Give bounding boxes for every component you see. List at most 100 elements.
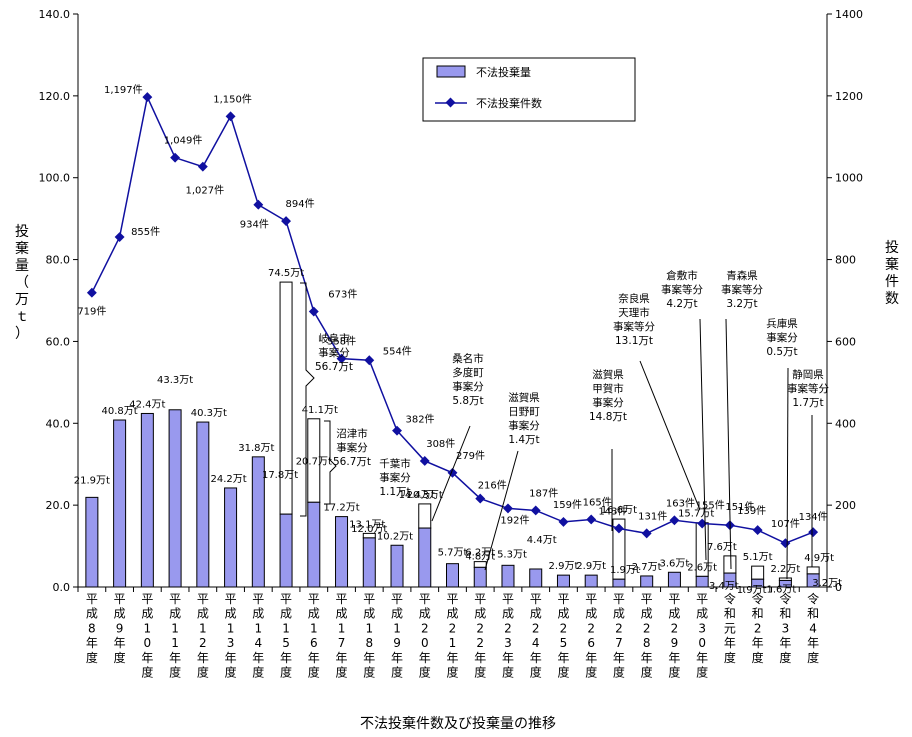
- category-label-char: 年: [779, 636, 791, 650]
- total-value-label: 5.1万t: [743, 552, 773, 563]
- bar-outline: [418, 503, 432, 529]
- y-axis-title-left-char: ）: [15, 326, 29, 342]
- category-label-char: 年: [668, 651, 680, 665]
- annotation-line: 沼津市: [336, 427, 368, 440]
- line-value-label: 558件: [327, 336, 356, 348]
- total-value-label: 20.3万t: [407, 490, 443, 501]
- line-point: [281, 216, 292, 227]
- category-label-char: 2: [643, 621, 651, 635]
- annotation-line: 天理市: [618, 306, 650, 319]
- category-label-char: 年: [613, 651, 625, 665]
- bar-outline: [723, 555, 737, 574]
- category-label-char: 2: [671, 621, 679, 635]
- total-value-label: 6.2万t: [465, 548, 495, 559]
- category-label-char: 平: [141, 592, 153, 606]
- bar-value-label: 3.4万t: [709, 581, 739, 592]
- bar-value-label: 42.4万t: [129, 399, 165, 410]
- category-label-char: 平: [696, 592, 708, 606]
- category-label-char: 2: [476, 621, 484, 635]
- annotation-line: 事案等分: [661, 283, 703, 296]
- category-label-char: 2: [587, 621, 595, 635]
- category-label-char: 2: [504, 621, 512, 635]
- annotation-line: 多度町: [452, 366, 484, 379]
- total-value-label: 2.2万t: [770, 564, 800, 575]
- line-point: [503, 503, 513, 514]
- line-point: [586, 514, 597, 525]
- category-label-char: 成: [114, 607, 126, 621]
- category-label-char: 平: [225, 592, 237, 606]
- category-label-char: 4: [532, 636, 540, 650]
- annotation-connector: [431, 425, 471, 522]
- annotation-line: 5.8万t: [452, 395, 483, 407]
- category-label-char: 成: [363, 607, 375, 621]
- line-value-label: 382件: [405, 414, 434, 426]
- annotation-line: 56.7万t: [333, 456, 371, 468]
- line-point: [86, 287, 97, 298]
- category-label-char: 度: [141, 665, 153, 680]
- category-label-char: 度: [474, 665, 486, 680]
- annotation-line: 青森県: [726, 269, 758, 282]
- line-value-label: 159件: [553, 499, 582, 511]
- category-label-char: 平: [502, 592, 514, 606]
- bar-value-label: 5.3万t: [497, 549, 527, 560]
- bar: [307, 501, 321, 588]
- line-value-label: 187件: [529, 487, 558, 499]
- annotation-line: 甲賀市: [592, 382, 624, 395]
- bar-value-label: 20.7万t: [296, 456, 332, 467]
- category-label-char: 度: [363, 665, 375, 680]
- line-value-label: 155件: [696, 500, 725, 512]
- bar: [556, 574, 570, 588]
- category-label-char: 年: [446, 651, 458, 665]
- category-label-char: 5: [560, 636, 568, 650]
- category-label-char: 和: [779, 607, 791, 621]
- category-label-char: 年: [197, 651, 209, 665]
- category-label-char: 年: [585, 651, 597, 665]
- category-label-char: 度: [86, 650, 98, 665]
- category-label-char: 成: [446, 607, 458, 621]
- right-tick-label: 600: [835, 335, 856, 348]
- right-tick-label: 0: [835, 581, 842, 594]
- line-point: [641, 528, 652, 539]
- left-tick-label: 40.0: [46, 417, 71, 430]
- category-label-char: 1: [144, 621, 152, 635]
- annotation-connector: [725, 318, 732, 570]
- line-point: [253, 199, 264, 210]
- right-tick-label: 400: [835, 417, 856, 430]
- y-axis-title-right: 投棄件数: [885, 240, 899, 307]
- legend-line-label: 不法投棄件数: [476, 96, 542, 110]
- y-axis-title-right-char: 数: [885, 291, 899, 307]
- line-point: [419, 455, 430, 466]
- category-label-char: 5: [282, 636, 290, 650]
- annotation-line: 事案分: [508, 419, 540, 432]
- line-point: [114, 232, 125, 243]
- line-point: [170, 152, 181, 163]
- category-label-char: 度: [779, 650, 791, 665]
- category-label-char: 平: [169, 592, 181, 606]
- category-label-char: 成: [336, 607, 348, 621]
- legend: 不法投棄量 不法投棄件数: [422, 57, 636, 122]
- category-label-char: 1: [282, 621, 290, 635]
- category-label-char: 1: [254, 621, 262, 635]
- bar: [224, 487, 238, 588]
- category-label-char: 2: [199, 636, 207, 650]
- category-label-char: 平: [530, 592, 542, 606]
- category-label-char: 年: [252, 651, 264, 665]
- line-point: [613, 523, 624, 534]
- category-label-char: 7: [338, 636, 346, 650]
- line-value-label: 139件: [737, 505, 766, 517]
- category-label-char: 成: [252, 607, 264, 621]
- category-label-char: 成: [696, 607, 708, 621]
- category-label-char: 度: [391, 665, 403, 680]
